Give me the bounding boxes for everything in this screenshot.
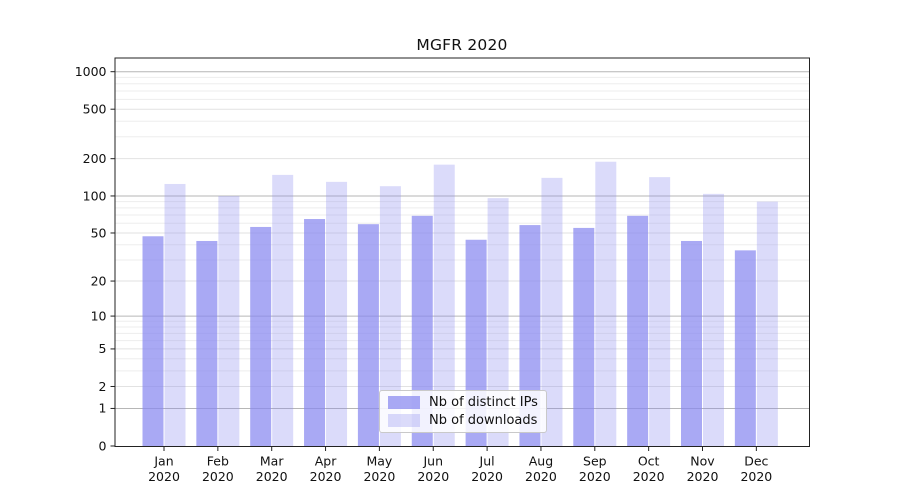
axis-ticks bbox=[110, 71, 757, 451]
bar-distinct-ips-jun bbox=[411, 215, 433, 447]
x-tick-label-oct: Oct 2020 bbox=[633, 454, 665, 485]
bar-downloads-jul bbox=[487, 198, 509, 447]
x-tick-label-nov: Nov 2020 bbox=[687, 454, 719, 485]
x-tick-label-dec: Dec 2020 bbox=[740, 454, 772, 485]
bar-downloads-apr bbox=[326, 181, 348, 447]
bar-downloads-dec bbox=[756, 201, 778, 447]
bar-distinct-ips-may bbox=[357, 224, 379, 447]
x-tick-label-mar: Mar 2020 bbox=[256, 454, 288, 485]
bar-distinct-ips-sep bbox=[573, 227, 595, 447]
bar-distinct-ips-dec bbox=[734, 250, 756, 447]
x-tick-label-aug: Aug 2020 bbox=[525, 454, 557, 485]
bar-distinct-ips-mar bbox=[250, 226, 272, 447]
y-tick-label: 5 bbox=[99, 341, 107, 356]
y-tick-label: 100 bbox=[83, 188, 107, 203]
chart-title: MGFR 2020 bbox=[416, 36, 508, 54]
bar-downloads-feb bbox=[218, 195, 240, 447]
y-tick-label: 1000 bbox=[75, 64, 107, 79]
bar-distinct-ips-feb bbox=[196, 240, 218, 447]
y-tick-label: 10 bbox=[91, 308, 107, 323]
legend-item-downloads: Nb of downloads bbox=[388, 412, 538, 430]
x-tick-label-apr: Apr 2020 bbox=[310, 454, 342, 485]
x-tick-label-jan: Jan 2020 bbox=[148, 454, 180, 485]
bar-distinct-ips-nov bbox=[681, 240, 702, 447]
legend: Nb of distinct IPs Nb of downloads bbox=[379, 390, 547, 433]
y-tick-label: 200 bbox=[83, 151, 107, 166]
legend-swatch-downloads bbox=[388, 414, 420, 428]
plot-border bbox=[114, 57, 810, 447]
bar-distinct-ips-oct bbox=[627, 215, 649, 447]
x-tick-label-sep: Sep 2020 bbox=[579, 454, 611, 485]
y-tick-label: 50 bbox=[91, 225, 107, 240]
y-tick-label: 500 bbox=[83, 101, 107, 116]
bar-downloads-sep bbox=[595, 161, 617, 447]
bar-distinct-ips-jan bbox=[142, 236, 164, 447]
bar-distinct-ips-apr bbox=[304, 219, 326, 447]
legend-label-downloads: Nb of downloads bbox=[429, 413, 538, 429]
x-tick-label-feb: Feb 2020 bbox=[202, 454, 234, 485]
y-tick-label: 0 bbox=[99, 438, 107, 453]
bar-downloads-mar bbox=[272, 174, 294, 447]
bars bbox=[142, 161, 778, 447]
x-tick-label-jul: Jul 2020 bbox=[471, 454, 503, 485]
bar-downloads-jun bbox=[433, 164, 455, 447]
legend-item-distinct-ips: Nb of distinct IPs bbox=[388, 393, 538, 411]
legend-label-distinct-ips: Nb of distinct IPs bbox=[429, 394, 538, 410]
axis-tick-labels: 0 1 2 5 10 20 50 100 200 500 1000 Jan 2020 Feb 2020 Mar… bbox=[75, 64, 773, 484]
y-tick-label: 20 bbox=[91, 273, 107, 288]
bar-downloads-aug bbox=[541, 177, 563, 447]
bar-downloads-may bbox=[379, 186, 401, 447]
plot-frame bbox=[114, 57, 810, 447]
y-tick-label: 2 bbox=[99, 379, 107, 394]
bar-downloads-nov bbox=[703, 193, 724, 447]
x-tick-label-jun: Jun 2020 bbox=[417, 454, 449, 485]
x-tick-label-may: May 2020 bbox=[363, 454, 395, 485]
bar-downloads-oct bbox=[649, 177, 671, 447]
bar-downloads-jan bbox=[164, 183, 186, 447]
minor-gridlines bbox=[115, 76, 810, 372]
legend-swatch-distinct-ips bbox=[388, 395, 420, 409]
y-tick-label: 1 bbox=[99, 401, 107, 416]
